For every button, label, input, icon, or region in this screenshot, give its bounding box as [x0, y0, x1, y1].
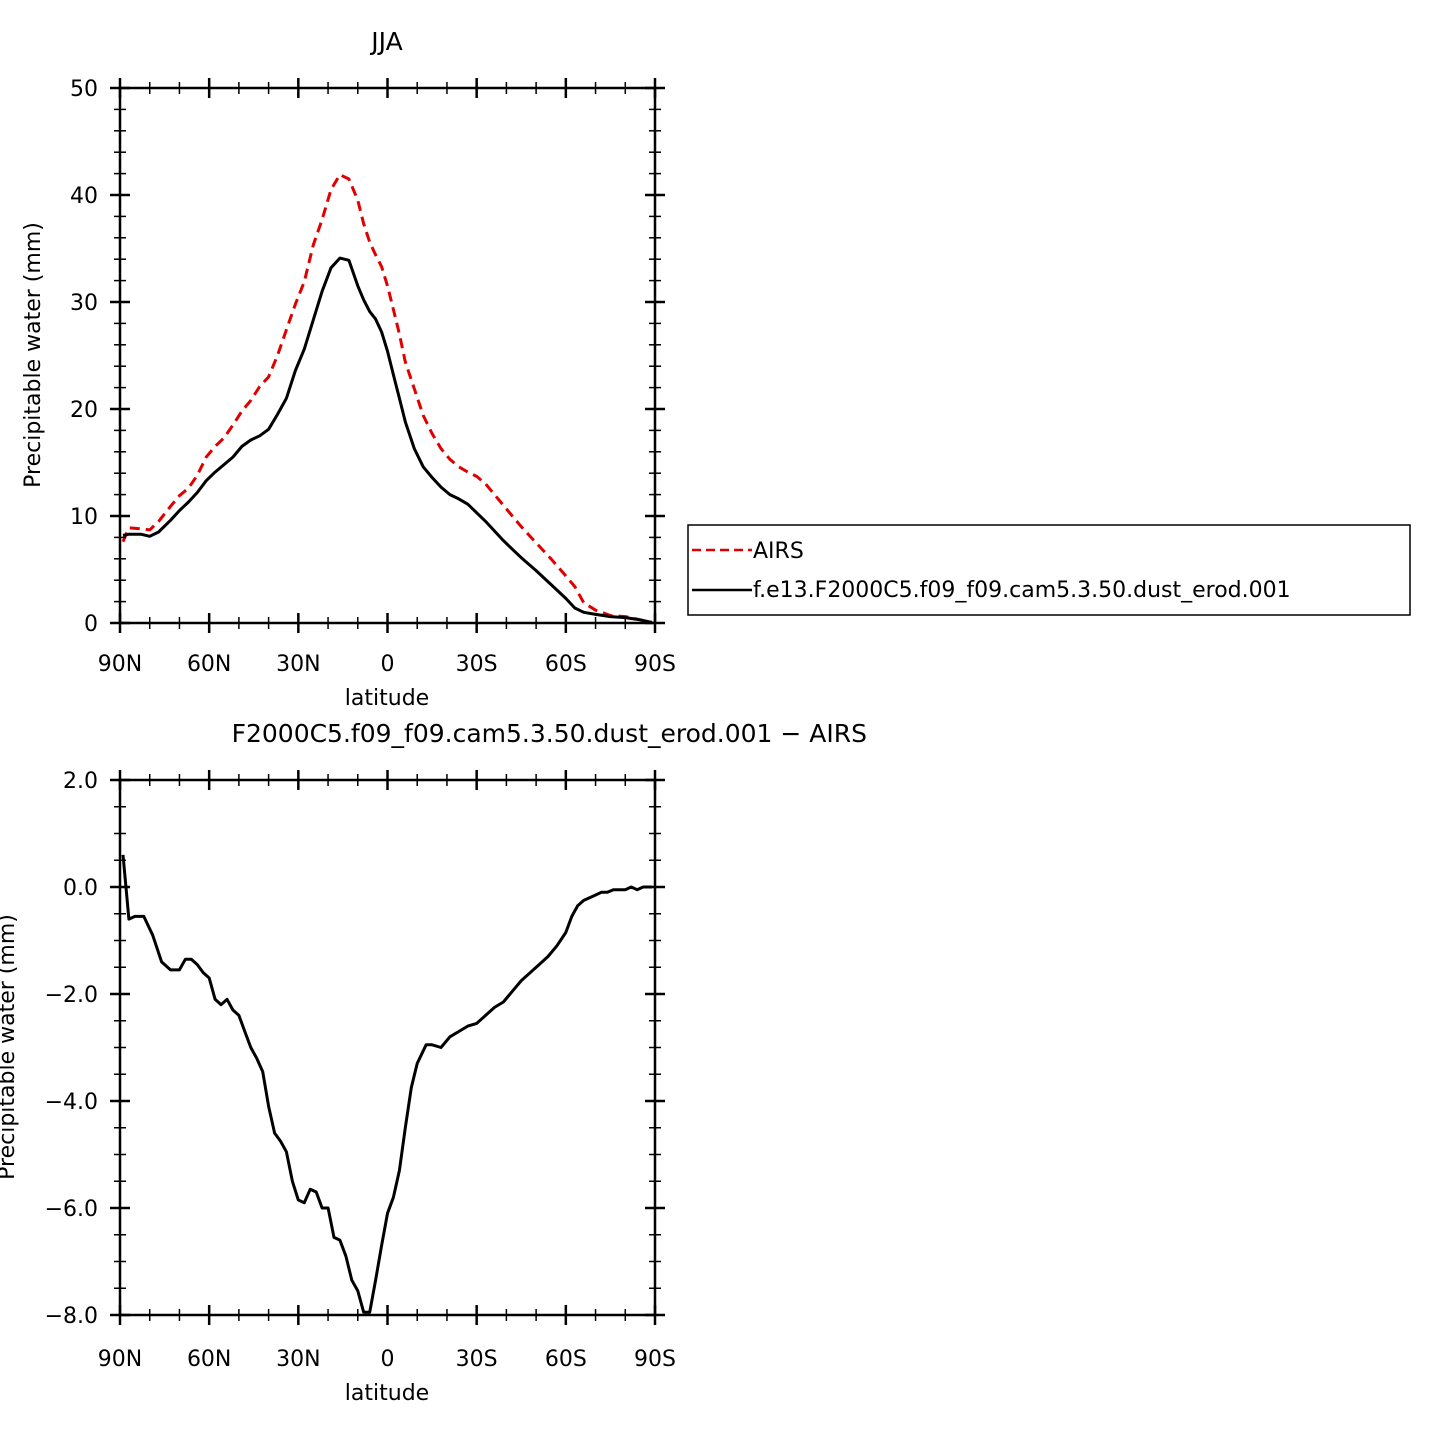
bottom-y-tick-label: 0.0: [63, 876, 98, 901]
legend-box: [687, 524, 1411, 616]
top-x-tick-label: 30S: [456, 652, 498, 677]
bottom-x-tick-label: 0: [381, 1347, 395, 1372]
bottom-series-line-0: [121, 854, 652, 1314]
bottom-x-tick-label: 90N: [98, 1347, 142, 1372]
top-x-tick-label: 90N: [98, 652, 142, 677]
bottom-ylabel-mask-top: [0, 745, 30, 885]
top-x-tick-label: 30N: [276, 652, 320, 677]
bottom-y-tick-label: −8.0: [45, 1304, 98, 1329]
top-y-tick-label: 20: [70, 398, 98, 423]
top-y-tick-label: 0: [84, 612, 98, 637]
top-series-line-0: [121, 173, 653, 624]
bottom-y-tick-label: 2.0: [63, 769, 98, 794]
bottom-series-group: [121, 854, 652, 1314]
top-axis-ticks: [110, 78, 665, 633]
bottom-y-axis-label: Precipitable water (mm): [0, 914, 20, 1180]
top-x-tick-label: 0: [381, 652, 395, 677]
top-x-tick-labels: 90N 60N 30N 0 30S 60S 90S: [98, 652, 676, 677]
bottom-x-axis-label: latitude: [345, 1381, 429, 1406]
top-x-axis-label: latitude: [345, 686, 429, 711]
bottom-ylabel-mask-bottom: [0, 1215, 30, 1275]
top-y-tick-labels: 0 10 20 30 40 50: [70, 77, 98, 637]
legend-label-airs: AIRS: [753, 539, 804, 564]
top-series-line-1: [122, 256, 653, 624]
bottom-x-tick-label: 60S: [545, 1347, 587, 1372]
top-x-tick-label: 60N: [187, 652, 231, 677]
top-y-tick-label: 30: [70, 291, 98, 316]
top-chart-title: JJA: [369, 27, 402, 56]
bottom-y-tick-label: −6.0: [45, 1197, 98, 1222]
bottom-x-tick-labels: 90N 60N 30N 0 30S 60S 90S: [98, 1347, 676, 1372]
top-y-tick-label: 10: [70, 505, 98, 530]
top-y-axis-label: Precipitable water (mm): [21, 222, 46, 488]
top-y-tick-label: 40: [70, 184, 98, 209]
top-x-tick-label: 90S: [634, 652, 676, 677]
legend-label-model: f.e13.F2000C5.f09_f09.cam5.3.50.dust_ero…: [753, 578, 1291, 603]
bottom-x-tick-label: 30N: [276, 1347, 320, 1372]
bottom-axis-ticks: [110, 770, 665, 1325]
bottom-y-tick-label: −4.0: [45, 1090, 98, 1115]
legend: AIRS f.e13.F2000C5.f09_f09.cam5.3.50.dus…: [687, 524, 1411, 616]
bottom-chart-title: F2000C5.f09_f09.cam5.3.50.dust_erod.001 …: [232, 719, 867, 748]
bottom-y-tick-label: −2.0: [45, 983, 98, 1008]
top-series-group: [121, 173, 653, 624]
top-panel: JJA 90N 60N 30N 0 30S 60S 90S 0 10 20 30 40 50 lati…: [21, 27, 676, 711]
bottom-x-tick-label: 60N: [187, 1347, 231, 1372]
top-x-tick-label: 60S: [545, 652, 587, 677]
bottom-panel: F2000C5.f09_f09.cam5.3.50.dust_erod.001 …: [0, 719, 867, 1406]
top-y-tick-label: 50: [70, 77, 98, 102]
bottom-y-tick-labels: 2.0 0.0 −2.0 −4.0 −6.0 −8.0: [45, 769, 98, 1329]
bottom-x-tick-label: 30S: [456, 1347, 498, 1372]
bottom-x-tick-label: 90S: [634, 1347, 676, 1372]
bottom-plot-frame: [118, 778, 657, 1317]
